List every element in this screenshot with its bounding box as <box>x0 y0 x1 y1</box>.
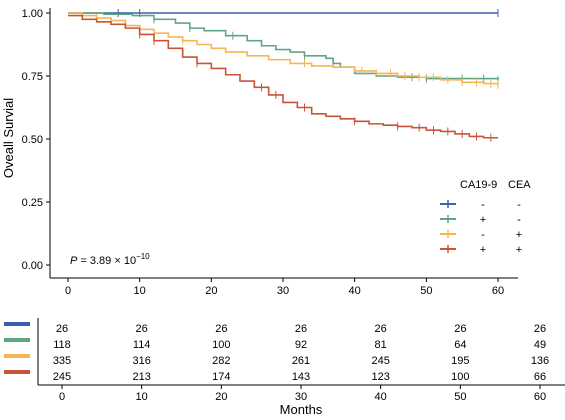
legend: CA19-9 CEA - - + - - + + + <box>440 179 531 256</box>
x-ticks: 0 10 20 30 40 50 60 <box>65 278 504 297</box>
x-tick-label: 0 <box>65 285 71 297</box>
y-tick-label: 0.00 <box>22 260 43 272</box>
risk-count: 143 <box>292 371 310 383</box>
legend-cea-value: + <box>516 244 522 256</box>
risk-table-x-ticks: 0 10 20 30 40 50 60 <box>59 385 546 403</box>
y-tick-label: 1.00 <box>22 8 43 20</box>
risk-count: 335 <box>53 355 71 367</box>
legend-ca199-value: + <box>480 244 486 256</box>
legend-ca199-value: + <box>480 214 486 226</box>
survival-curve-2 <box>68 12 499 80</box>
risk-count: 26 <box>454 323 466 335</box>
risk-count: 245 <box>371 355 389 367</box>
legend-ca199-value: - <box>481 229 485 241</box>
legend-cea-value: - <box>517 214 521 226</box>
risk-row-swatch <box>4 354 30 358</box>
risk-count: 123 <box>371 371 389 383</box>
risk-count: 26 <box>136 323 148 335</box>
legend-cea-value: + <box>516 229 522 241</box>
risk-count: 118 <box>53 339 71 351</box>
risk-count: 26 <box>534 323 546 335</box>
risk-count: 282 <box>212 355 230 367</box>
survival-curves <box>68 9 499 142</box>
x-tick-label: 50 <box>420 285 432 297</box>
risk-count: 66 <box>534 371 546 383</box>
risk-count: 114 <box>133 339 151 351</box>
risk-row-swatch <box>4 370 30 374</box>
risk-x-tick-label: 50 <box>454 391 466 403</box>
risk-count: 100 <box>451 371 469 383</box>
risk-count: 261 <box>292 355 310 367</box>
x-tick-label: 40 <box>349 285 361 297</box>
risk-count: 316 <box>132 355 150 367</box>
risk-count: 195 <box>451 355 469 367</box>
y-tick-label: 0.25 <box>22 197 43 209</box>
risk-count: 49 <box>534 339 546 351</box>
risk-count: 26 <box>215 323 227 335</box>
risk-x-tick-label: 30 <box>295 391 307 403</box>
risk-count: 81 <box>375 339 387 351</box>
risk-count: 245 <box>53 371 71 383</box>
legend-ca199-value: - <box>481 199 485 211</box>
y-tick-label: 0.50 <box>22 134 43 146</box>
risk-x-tick-label: 0 <box>59 391 65 403</box>
risk-x-tick-label: 40 <box>375 391 387 403</box>
risk-x-tick-label: 60 <box>534 391 546 403</box>
risk-x-tick-label: 10 <box>136 391 148 403</box>
y-axis-label: Oveall Survial <box>1 98 16 178</box>
risk-count: 136 <box>531 355 549 367</box>
x-tick-label: 20 <box>205 285 217 297</box>
risk-count: 213 <box>132 371 150 383</box>
risk-count: 26 <box>56 323 68 335</box>
x-tick-label: 60 <box>492 285 504 297</box>
risk-count: 64 <box>454 339 466 351</box>
p-value: P = 3.89 × 10−10 <box>70 252 150 267</box>
x-tick-label: 30 <box>277 285 289 297</box>
risk-count: 100 <box>212 339 230 351</box>
y-tick-label: 0.75 <box>22 71 43 83</box>
risk-row-swatch <box>4 338 30 342</box>
legend-header-cea: CEA <box>508 179 531 191</box>
legend-header-ca199: CA19-9 <box>460 179 497 191</box>
risk-count: 92 <box>295 339 307 351</box>
risk-count: 174 <box>212 371 230 383</box>
risk-x-tick-label: 20 <box>215 391 227 403</box>
risk-count: 26 <box>375 323 387 335</box>
risk-count: 26 <box>295 323 307 335</box>
legend-cea-value: - <box>517 199 521 211</box>
risk-row-swatch <box>4 322 30 326</box>
x-tick-label: 10 <box>134 285 146 297</box>
y-ticks: 0.00 0.25 0.50 0.75 1.00 <box>22 8 50 272</box>
risk-table-x-label: Months <box>280 402 323 417</box>
risk-table: 26 26 26 26 26 26 26 118 114 100 92 81 64 49 335 316 282… <box>4 322 549 383</box>
